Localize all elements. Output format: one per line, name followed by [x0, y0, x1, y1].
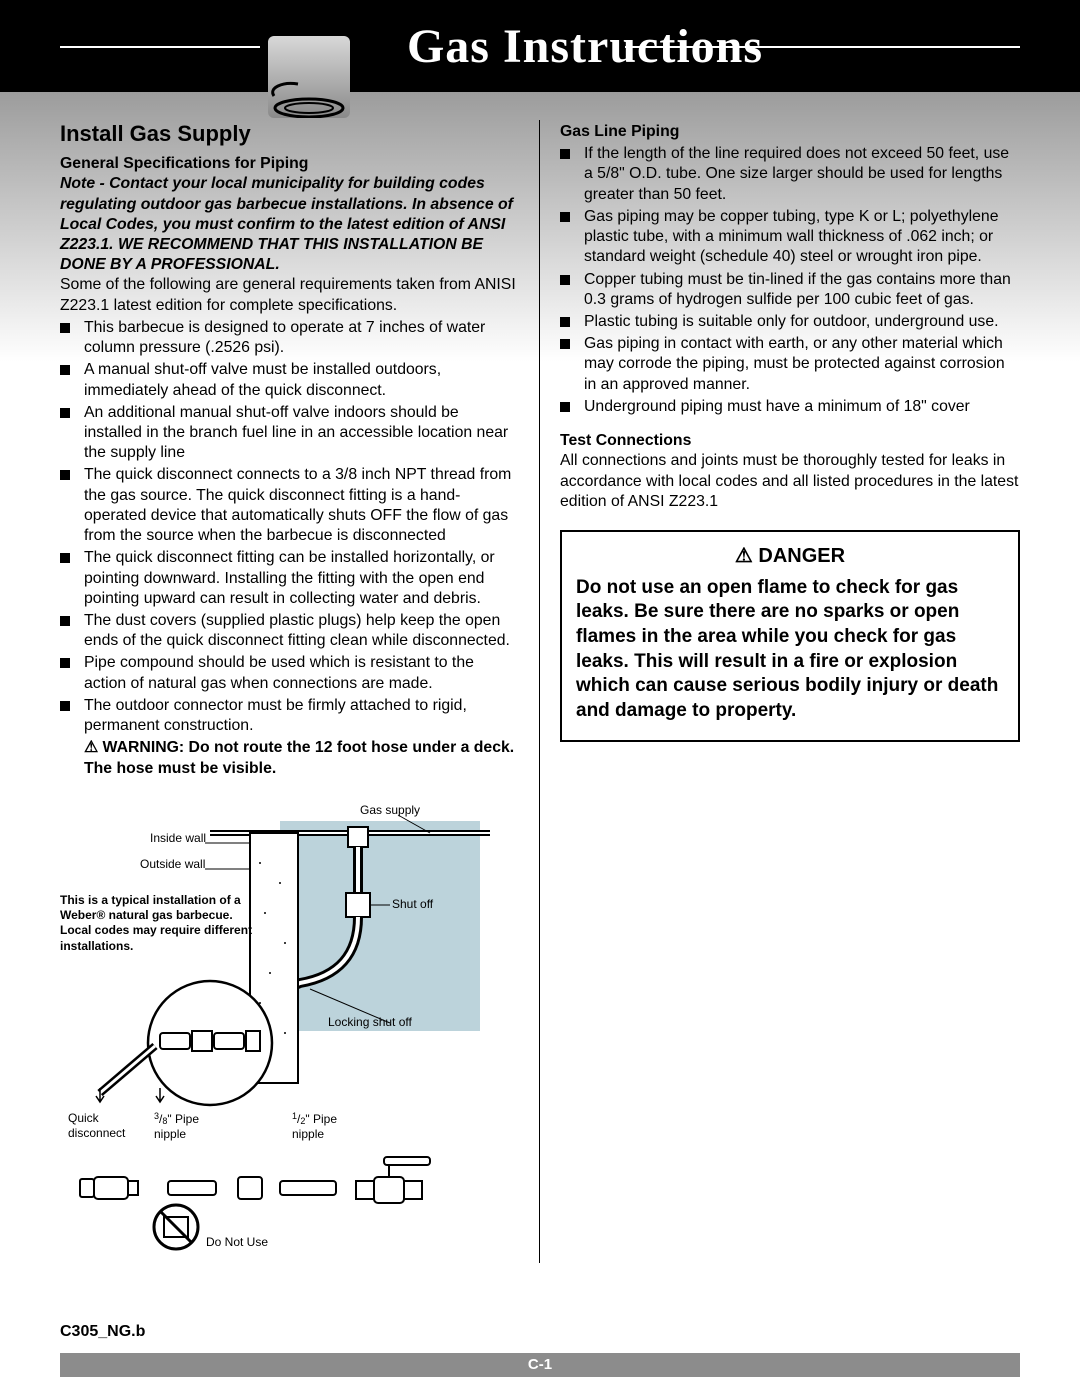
label-pipe-nipple-12: 1/2" Pipenipple [292, 1111, 337, 1143]
hose-warning: ⚠ WARNING: Do not route the 12 foot hose… [60, 738, 519, 778]
installation-diagram: This is a typical installation of a Webe… [60, 803, 519, 1263]
label-pipe-nipple-38: 3/8" Pipenipple [154, 1111, 199, 1143]
list-item: Gas piping may be copper tubing, type K … [560, 207, 1020, 268]
page-number: C-1 [60, 1353, 1020, 1377]
list-item: Plastic tubing is suitable only for outd… [560, 312, 1020, 332]
label-quick-disconnect: Quick disconnect [68, 1111, 125, 1142]
header-rule-right [625, 46, 1020, 48]
list-item: If the length of the line required does … [560, 144, 1020, 205]
left-column: Install Gas Supply General Specification… [60, 120, 540, 1263]
label-gas-supply: Gas supply [360, 803, 420, 818]
content-area: Install Gas Supply General Specification… [0, 92, 1080, 1263]
list-item: Underground piping must have a minimum o… [560, 397, 1020, 417]
label-inside-wall: Inside wall [150, 831, 206, 846]
danger-box: ⚠ DANGER Do not use an open flame to che… [560, 530, 1020, 742]
list-item: Gas piping in contact with earth, or any… [560, 334, 1020, 395]
document-id: C305_NG.b [60, 1323, 145, 1341]
header-rule-left [60, 46, 260, 48]
right-bullet-list: If the length of the line required does … [560, 144, 1020, 417]
label-do-not-use: Do Not Use [206, 1235, 268, 1250]
list-item: Pipe compound should be used which is re… [60, 653, 519, 693]
footer: C305_NG.b C-1 [60, 1347, 1020, 1371]
danger-body: Do not use an open flame to check for ga… [576, 576, 1004, 724]
list-item: The quick disconnect fitting can be inst… [60, 548, 519, 609]
test-connections-text: All connections and joints must be thoro… [560, 451, 1020, 512]
note-contact-municipality: Note - Contact your local municipality f… [60, 174, 519, 275]
danger-heading: ⚠ DANGER [576, 544, 1004, 570]
header-bar: Gas Instructions [0, 0, 1080, 92]
intro-text: Some of the following are general requir… [60, 275, 519, 315]
pan-icon [268, 36, 350, 118]
list-item: An additional manual shut-off valve indo… [60, 403, 519, 464]
list-item: The quick disconnect connects to a 3/8 i… [60, 465, 519, 546]
left-bullet-list: This barbecue is designed to operate at … [60, 318, 519, 736]
label-locking-shut-off: Locking shut off [328, 1015, 412, 1030]
diagram-caption: This is a typical installation of a Webe… [60, 893, 260, 954]
right-column: Gas Line Piping If the length of the lin… [540, 120, 1020, 1263]
list-item: This barbecue is designed to operate at … [60, 318, 519, 358]
subhead-general-specs: General Specifications for Piping [60, 154, 519, 174]
diagram-svg [60, 803, 520, 1263]
label-shut-off: Shut off [392, 897, 433, 912]
list-item: A manual shut-off valve must be installe… [60, 360, 519, 400]
subhead-test-connections: Test Connections [560, 431, 1020, 451]
list-item: Copper tubing must be tin-lined if the g… [560, 270, 1020, 310]
subhead-gas-line-piping: Gas Line Piping [560, 122, 1020, 142]
list-item: The outdoor connector must be firmly att… [60, 696, 519, 736]
section-heading: Install Gas Supply [60, 120, 519, 148]
list-item: The dust covers (supplied plastic plugs)… [60, 611, 519, 651]
label-outside-wall: Outside wall [140, 857, 205, 872]
